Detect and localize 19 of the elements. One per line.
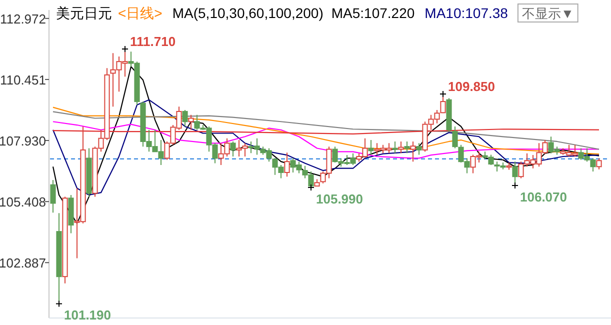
annotation: 111.710 bbox=[130, 34, 176, 49]
y-tick-label: 110.451 bbox=[0, 72, 46, 88]
annotation: 106.070 bbox=[520, 190, 567, 205]
annotation: 105.990 bbox=[316, 191, 363, 206]
y-tick-label: 112.972 bbox=[0, 11, 46, 26]
chart-subtitle: <日线> bbox=[118, 5, 162, 21]
y-tick-label: 105.408 bbox=[0, 194, 46, 210]
text: MA10:107.38 bbox=[424, 5, 508, 21]
annotation: 109.850 bbox=[448, 79, 495, 94]
text: MA5:107.220 bbox=[331, 5, 415, 21]
candlestick bbox=[398, 140, 404, 154]
candlestick bbox=[50, 179, 56, 214]
y-tick-label: 102.887 bbox=[0, 256, 46, 271]
candlestick bbox=[368, 140, 374, 156]
annotation: 不显示▼ bbox=[522, 6, 574, 21]
y-tick-label: 107.930 bbox=[0, 134, 46, 149]
chart-title: 美元日元 bbox=[56, 5, 112, 21]
annotation: 101.190 bbox=[64, 308, 111, 323]
annotation: MA(5,10,30,60,100,200) bbox=[172, 5, 324, 21]
